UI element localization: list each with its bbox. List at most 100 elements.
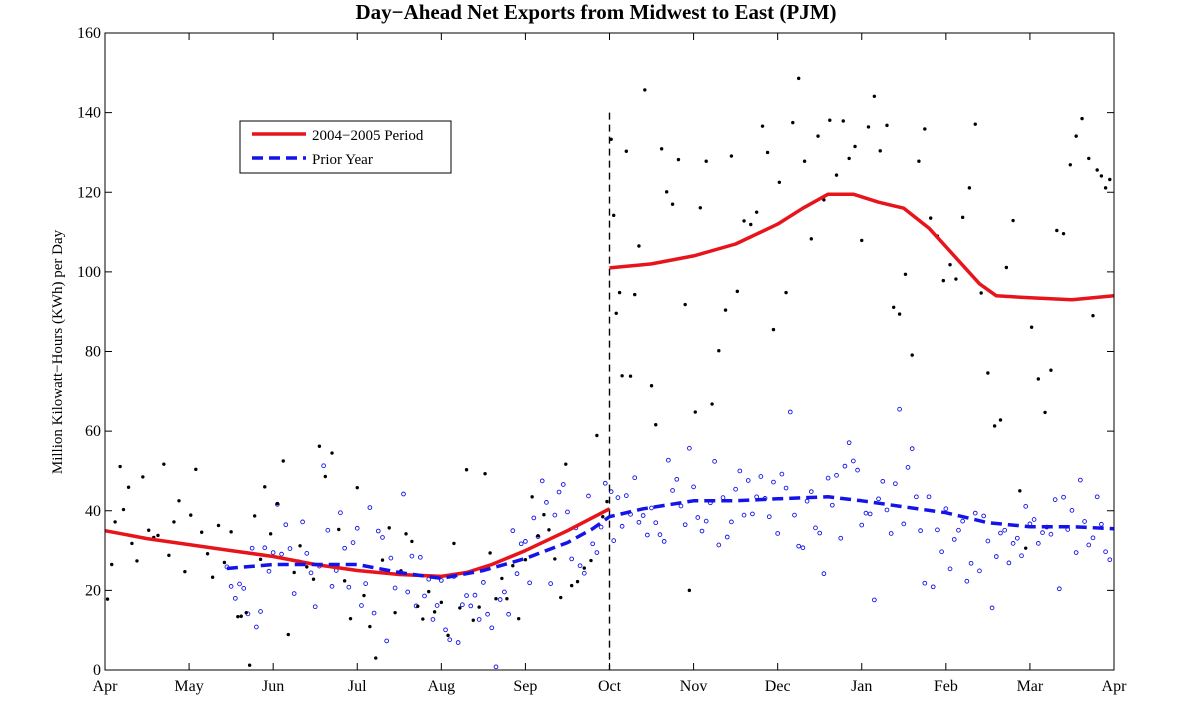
prior-year-point <box>881 479 885 483</box>
current-year-point <box>1104 186 1107 189</box>
prior-year-point <box>856 468 860 472</box>
current-year-point <box>259 558 262 561</box>
current-year-point <box>620 374 623 377</box>
prior-year-point <box>545 500 549 504</box>
prior-year-point <box>666 458 670 462</box>
current-year-point <box>842 119 845 122</box>
current-year-point <box>362 594 365 597</box>
current-year-point <box>772 328 775 331</box>
current-year-point <box>1108 178 1111 181</box>
prior-year-point <box>309 571 313 575</box>
prior-year-point <box>982 514 986 518</box>
prior-year-point <box>381 536 385 540</box>
current-year-point <box>1055 229 1058 232</box>
prior-year-point <box>368 506 372 510</box>
prior-year-point <box>578 564 582 568</box>
prior-year-point <box>507 612 511 616</box>
prior-year-point <box>742 513 746 517</box>
current-year-point <box>650 384 653 387</box>
prior-year-point <box>524 540 528 544</box>
current-year-point <box>524 558 527 561</box>
prior-year-point <box>687 446 691 450</box>
prior-year-point <box>978 569 982 573</box>
current-year-point <box>452 542 455 545</box>
current-year-point <box>778 181 781 184</box>
prior-year-point <box>826 476 830 480</box>
prior-year-point <box>969 561 973 565</box>
prior-year-point <box>1104 550 1108 554</box>
prior-year-point <box>1053 498 1057 502</box>
current-year-point <box>633 293 636 296</box>
prior-year-point <box>549 582 553 586</box>
x-tick-label: Jun <box>262 678 284 695</box>
current-year-point <box>665 190 668 193</box>
prior-year-point <box>889 532 893 536</box>
current-year-point <box>948 263 951 266</box>
prior-year-point <box>444 628 448 632</box>
prior-year-point <box>898 407 902 411</box>
prior-year-point <box>515 572 519 576</box>
current-year-point <box>724 308 727 311</box>
current-year-point <box>710 402 713 405</box>
prior-year-point <box>591 542 595 546</box>
prior-year-point <box>805 499 809 503</box>
current-year-point <box>816 134 819 137</box>
current-year-point <box>699 206 702 209</box>
current-year-point <box>961 216 964 219</box>
current-year-point <box>269 532 272 535</box>
prior-year-point <box>1095 495 1099 499</box>
prior-year-point <box>347 585 351 589</box>
current-year-point <box>298 544 301 547</box>
current-year-point <box>135 559 138 562</box>
current-year-point <box>923 127 926 130</box>
prior-year-point <box>675 477 679 481</box>
prior-year-point <box>822 572 826 576</box>
x-tick-label: Dec <box>765 678 791 695</box>
prior-year-point <box>238 582 242 586</box>
current-year-point <box>217 524 220 527</box>
current-year-point <box>828 118 831 121</box>
prior-year-point <box>271 551 275 555</box>
current-year-point <box>229 530 232 533</box>
current-year-point <box>688 589 691 592</box>
current-year-point <box>677 158 680 161</box>
current-year-point <box>189 513 192 516</box>
prior-year-point <box>406 590 410 594</box>
current-year-point <box>292 571 295 574</box>
current-year-point <box>570 584 573 587</box>
prior-year-point <box>931 585 935 589</box>
current-year-point <box>223 561 226 564</box>
x-tick-label: May <box>174 678 203 695</box>
x-tick-label: Feb <box>934 678 958 695</box>
y-tick-label: 160 <box>77 25 101 42</box>
current-year-point <box>749 223 752 226</box>
current-year-point <box>318 445 321 448</box>
current-year-point <box>1018 489 1021 492</box>
prior-year-point <box>633 476 637 480</box>
prior-year-point <box>393 586 397 590</box>
x-tick-label: Apr <box>93 678 119 695</box>
prior-year-point <box>734 487 738 491</box>
prior-year-point <box>364 582 368 586</box>
current-year-point <box>1100 174 1103 177</box>
prior-year-point <box>658 533 662 537</box>
prior-year-point <box>418 555 422 559</box>
y-tick-label: 40 <box>85 503 101 520</box>
prior-year-point <box>490 626 494 630</box>
prior-year-point <box>582 571 586 575</box>
prior-year-point <box>944 507 948 511</box>
current-year-point <box>1074 134 1077 137</box>
prior-year-point <box>645 533 649 537</box>
prior-year-point <box>1032 518 1036 522</box>
current-year-point <box>530 495 533 498</box>
current-year-point <box>206 552 209 555</box>
prior-year-point <box>654 521 658 525</box>
current-year-point <box>1005 266 1008 269</box>
current-year-point <box>427 590 430 593</box>
current-period-line <box>105 509 610 577</box>
prior-year-point <box>498 598 502 602</box>
current-year-point <box>200 531 203 534</box>
prior-year-point <box>797 544 801 548</box>
prior-year-point <box>456 641 460 645</box>
prior-year-point <box>1099 522 1103 526</box>
